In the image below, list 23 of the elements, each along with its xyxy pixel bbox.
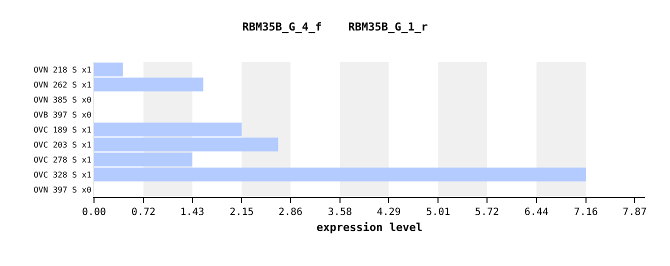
y-tick-label: OVC 278 S x1: [34, 155, 92, 164]
y-tick-label: OVN 262 S x1: [34, 80, 92, 90]
y-tick-label: OVB 397 S x0: [34, 110, 92, 120]
x-tick-label: 2.15: [230, 207, 254, 218]
x-tick-label: 3.58: [328, 207, 352, 218]
x-tick-label: 1.43: [180, 207, 204, 218]
chart-title: RBM35B_G_4_f RBM35B_G_1_r: [242, 20, 428, 34]
x-tick-label: 4.29: [376, 207, 401, 218]
y-tick-label: OVN 385 S x0: [34, 95, 92, 104]
y-tick-label: OVN 218 S x1: [34, 65, 92, 74]
y-tick-label: OVC 189 S x1: [34, 125, 92, 134]
x-tick-label: 0.00: [82, 207, 106, 218]
x-tick-label: 0.72: [131, 207, 156, 218]
x-tick-label: 2.86: [278, 207, 303, 218]
y-tick-label: OVC 328 S x1: [34, 170, 92, 180]
x-tick-label: 6.44: [524, 207, 548, 218]
x-tick-label: 5.72: [474, 207, 500, 218]
y-tick-label: OVC 203 S x1: [34, 140, 92, 150]
x-axis-title: expression level: [316, 221, 422, 234]
y-tick-label: OVN 397 S x0: [34, 185, 92, 194]
x-tick-label: 7.16: [574, 207, 598, 218]
x-tick-label: 5.01: [426, 207, 450, 218]
x-tick-label: 7.87: [622, 207, 647, 218]
